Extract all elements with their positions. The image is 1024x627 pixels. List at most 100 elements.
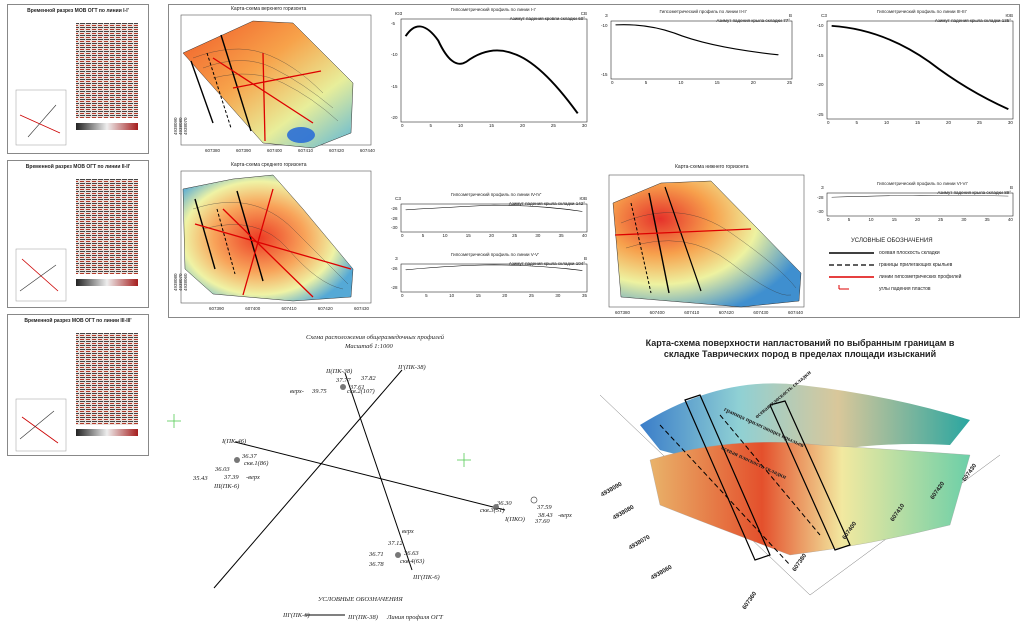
x-tick: 20 — [914, 217, 920, 222]
x-tick: 0 — [401, 233, 404, 238]
x-tick: 20 — [488, 233, 494, 238]
x-tick: 607410 — [684, 310, 700, 315]
legend-item-axial-plane: осевая плоскость складки — [879, 250, 940, 256]
profile-title: Гипсометрический профиль по линии I-I' — [451, 7, 536, 12]
line-label-iii: III(ПК-6) — [214, 483, 240, 490]
middle-horizon-map — [180, 170, 372, 304]
x-tick: 0 — [827, 217, 830, 222]
well-value: 37.61 — [350, 384, 365, 391]
profile-y-axis: -26 -28 — [391, 266, 398, 290]
well-value: 36.30 — [497, 500, 512, 507]
profile-x-axis: 0 5 10 15 20 25 30 35 — [401, 293, 587, 298]
well-label: скв.4(63) — [400, 558, 425, 565]
x-tick: 30 — [961, 217, 967, 222]
seismic-section-title: Временной разрез МОВ ОГТ по линии II-II' — [25, 164, 131, 170]
profile-right-direction: В — [583, 256, 587, 261]
well-value: 36.63 — [404, 550, 419, 557]
profile-title: Гипсометрический профиль по линии V-V' — [451, 252, 539, 257]
profile-title: Гипсометрический профиль по линии II-II' — [659, 9, 747, 14]
profile-chart: Гипсометрический профиль по линии III-II… — [817, 9, 1017, 129]
y-tick: -10 — [391, 52, 398, 58]
profile-right-direction: СВ — [580, 11, 587, 16]
well-label: скв.1(86) — [244, 460, 269, 467]
x-tick: 607420 — [328, 148, 344, 153]
profile-title: Гипсометрический профиль по линии III-II… — [877, 9, 967, 14]
profile-chart: Гипсометрический профиль по линии II-II'… — [601, 9, 796, 89]
well-verkh: верх- — [290, 388, 304, 395]
well-label: скв.2(107) — [347, 388, 375, 395]
x-tick: 5 — [644, 80, 648, 85]
seismic-image — [15, 23, 138, 146]
x-tick: 10 — [449, 293, 455, 298]
profile-x-axis: 0 5 10 15 20 25 30 35 40 — [827, 217, 1013, 222]
profile-note: Азимут падения крыла складки 77° — [716, 18, 790, 23]
profile-y-axis: -5 -10 -15 -20 — [391, 21, 398, 120]
well-value: 36.37 — [242, 453, 257, 460]
x-tick: 25 — [512, 233, 518, 238]
map-x-axis-middle: 607390 607400 607410 607420 607430 — [209, 306, 369, 311]
y-tick: -28 — [391, 285, 398, 290]
profile-right-direction: ЮВ — [579, 196, 587, 201]
x-tick: 10 — [678, 80, 684, 85]
y-tick: -20 — [391, 114, 398, 120]
scheme-title: Схема расположения общеразведочных профи… — [306, 334, 444, 341]
legend-item-limb-boundaries: границы прилегающих крыльев — [879, 262, 953, 268]
profile-y-axis: -26 -28 -30 — [391, 206, 398, 230]
well-value: 39.75 — [312, 388, 327, 395]
profile-left-direction: СЗ — [821, 13, 827, 18]
x-tick: 35 — [581, 293, 587, 298]
x-tick: 5 — [855, 120, 858, 125]
well-value: 37.60 — [535, 518, 550, 525]
y-tick: 4938060 — [183, 273, 188, 291]
x-tick: 10 — [457, 123, 463, 128]
profile-right-direction: ЮВ — [1005, 13, 1013, 18]
x-tick: 40 — [581, 233, 587, 238]
x-tick: 607440 — [359, 148, 375, 153]
well-value: 37.59 — [537, 504, 552, 511]
y-tick: -15 — [601, 72, 608, 77]
x-tick: 15 — [714, 80, 720, 85]
seismic-image — [15, 333, 138, 452]
line-label-i-end: I(ПКО) — [505, 516, 525, 523]
x-tick: 0 — [827, 120, 830, 125]
profile-plot — [400, 263, 588, 293]
x-tick: 5 — [425, 293, 428, 298]
legend-item-profile-lines: линии гипсометрических профилей — [879, 274, 962, 280]
profile-left-direction: З — [821, 185, 824, 190]
x-tick: 607390 — [235, 148, 252, 153]
x-tick: 5 — [421, 233, 425, 238]
map-y-axis-middle: 4938080 4938070 4938060 — [173, 191, 188, 291]
well-value: 37.12 — [388, 540, 403, 547]
x-tick: 35 — [984, 217, 990, 222]
x-tick: 10 — [868, 217, 874, 222]
map-title-middle: Карта-схема среднего горизонта — [231, 162, 307, 168]
profile-note: Азимут падения крыла складки 104° — [508, 261, 585, 266]
x-tick: 20 — [750, 80, 756, 85]
x-tick: 15 — [488, 123, 494, 128]
scheme-scale: Масштаб 1:1000 — [345, 343, 393, 350]
profile-left-direction: З — [395, 256, 398, 261]
profile-chart: Гипсометрический профиль по линии VI-VI'… — [817, 181, 1017, 226]
profile-chart: Гипсометрический профиль по линии V-V' З В… — [391, 252, 591, 302]
x-tick: 10 — [442, 233, 448, 238]
x-tick: 5 — [847, 217, 851, 222]
x-tick: 607390 — [209, 306, 225, 311]
legend-symbols — [829, 252, 874, 290]
profile-x-axis: 0 5 10 15 20 25 30 — [401, 123, 587, 128]
x-tick: 20 — [502, 293, 508, 298]
profile-note: Азимут падения крыла складки 142° — [508, 201, 585, 206]
scheme-legend-desc: Линия профиля ОГТ — [387, 614, 443, 621]
profile-left-direction: СЗ — [395, 196, 401, 201]
x-tick: 30 — [535, 233, 541, 238]
x-tick: 15 — [891, 217, 897, 222]
map-y-axis-upper: 4938090 4938080 4938070 — [173, 35, 188, 135]
x-tick: 607430 — [353, 306, 369, 311]
map-x-axis-lower: 607380 607400 607410 607420 607430 60744… — [615, 310, 803, 315]
x-tick: 607400 — [649, 310, 665, 315]
seismic-section-title: Временной разрез МОВ ОГТ по линии I-I' — [27, 8, 129, 14]
profile-right-direction: В — [788, 13, 792, 18]
profile-title: Гипсометрический профиль по линии IV-IV' — [451, 192, 542, 197]
profile-plot — [826, 192, 1014, 217]
well-value: 36.03 — [215, 466, 230, 473]
well-value: 35.43 — [193, 475, 208, 482]
